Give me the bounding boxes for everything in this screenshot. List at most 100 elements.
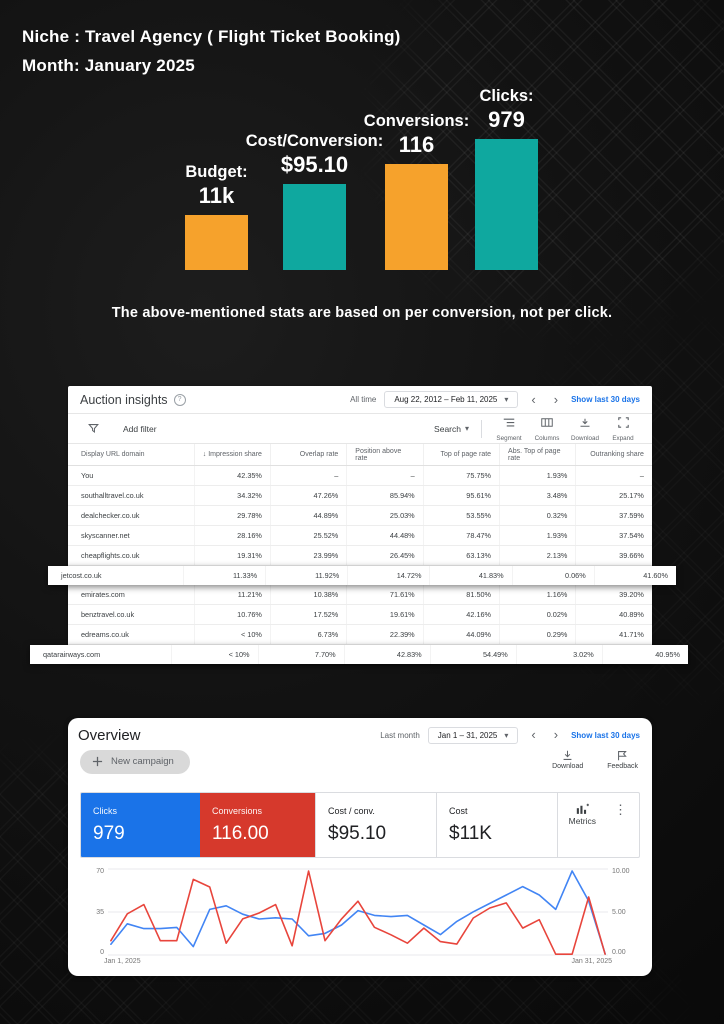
column-header-outranking-share[interactable]: Outranking share [575,444,652,465]
domain-cell: dealchecker.co.uk [81,511,140,520]
domain-cell: emirates.com [81,590,125,599]
value-cell: 75.75% [422,466,499,485]
value-cell: 37.59% [575,506,652,525]
value-cell: 54.49% [429,645,516,664]
help-icon[interactable]: ? [173,393,186,406]
value-cell: 11.33% [183,566,265,585]
y-tick: 35 [96,908,104,916]
metric-card-clicks[interactable]: Clicks 979 [81,793,200,857]
value-cell: 2.13% [499,546,575,565]
columns-button[interactable]: Columns [528,415,566,442]
metrics-button[interactable]: Metrics [569,803,596,826]
bar-label: Conversions: [363,112,470,130]
overview-header: Overview Last month Jan 1 – 31, 2025 ▾ ‹… [68,718,652,748]
metric-label: Conversions [212,805,263,816]
value-cell: 23.99% [269,546,346,565]
tool-label: Segment [496,435,522,442]
chevron-left-icon[interactable]: ‹ [531,727,536,742]
columns-icon [541,415,553,433]
metric-card-conversions[interactable]: Conversions 116.00 [200,793,315,857]
bar-group-clicks: Clicks: 979 [475,86,538,270]
date-range-picker[interactable]: Aug 22, 2012 – Feb 11, 2025 ▾ [384,391,519,408]
download-button[interactable]: Download [552,750,583,770]
bar-group-budget: Budget: 11k [185,162,248,270]
metric-value: 116.00 [212,822,269,844]
chevron-left-icon[interactable]: ‹ [531,391,536,407]
column-header-overlap-rate[interactable]: Overlap rate [269,444,346,465]
chevron-down-icon: ▾ [504,730,509,740]
show-last-30-days-link[interactable]: Show last 30 days [571,730,640,740]
bar-rect [475,139,538,270]
bar-value: 116 [398,132,435,157]
range-preset-label: Last month [380,730,420,740]
tool-label: Expand [612,435,634,442]
bar-label: Cost/Conversion: [245,132,384,150]
download-button[interactable]: Download [566,415,604,442]
column-header-display-url-domain[interactable]: Display URL domain [81,451,145,458]
expand-button[interactable]: Expand [604,415,642,442]
bar-value: 11k [198,183,235,208]
value-cell: – [346,466,422,485]
new-campaign-button[interactable]: New campaign [80,750,190,774]
value-cell: 44.48% [346,526,422,545]
value-cell: 0.06% [511,566,594,585]
domain-cell: southalltravel.co.uk [81,491,144,500]
domain-cell: benztravel.co.uk [81,610,135,619]
value-cell: 78.47% [422,526,499,545]
value-cell: 44.89% [269,506,346,525]
overview-actions: New campaign Download Feedback [68,748,652,788]
bar-rect [385,164,448,270]
table-row-southalltravel-co-uk: southalltravel.co.uk 34.32% 47.26% 85.94% 95… [68,486,652,506]
performance-chart: 70 35 0 10.00 5.00 0.00 [74,868,646,956]
table-row-edreams-co-uk: edreams.co.uk < 10% 6.73% 22.39% 44.09% 0.29%… [68,625,652,645]
value-cell: 0.29% [499,625,575,644]
show-last-30-days-link[interactable]: Show last 30 days [571,395,640,404]
column-header-position-above-rate[interactable]: Position above rate [346,444,422,465]
download-icon [579,415,591,433]
value-cell: 22.39% [346,625,422,644]
chevron-right-icon[interactable]: › [553,391,559,407]
filter-icon[interactable] [88,423,99,434]
overview-panel: Overview Last month Jan 1 – 31, 2025 ▾ ‹… [68,718,652,976]
bar-label: Budget: [185,163,248,181]
niche-title: Niche : Travel Agency ( Flight Ticket Bo… [22,27,401,46]
metric-value: $95.10 [328,822,387,844]
column-header-impression-share[interactable]: ↓ Impression share [193,444,270,465]
value-cell: 0.32% [499,506,575,525]
value-cell: 41.71% [575,625,652,644]
metric-card-cost-conv-[interactable]: Cost / conv. $95.10 [315,793,436,857]
x-axis-labels: Jan 1, 2025 Jan 31, 2025 [104,958,612,965]
value-cell: 3.48% [499,486,575,505]
value-cell: 1.93% [499,526,575,545]
overflow-menu-icon[interactable]: ⋮ [614,802,627,817]
tool-label: Columns [534,435,560,442]
value-cell: 95.61% [422,486,499,505]
value-cell: < 10% [193,625,270,644]
search-button[interactable]: Search [434,423,461,434]
feedback-button[interactable]: Feedback [607,750,638,770]
y-tick: 0 [100,949,104,956]
stats-caption: The above-mentioned stats are based on p… [111,305,613,321]
metric-card-cost[interactable]: Cost $11K [436,793,557,857]
metric-label: Cost / conv. [328,805,375,816]
value-cell: 0.02% [499,605,575,624]
bar-rect [283,184,346,270]
series-line-clicks [111,871,605,954]
value-cell: 42.35% [193,466,270,485]
chevron-right-icon[interactable]: › [553,727,559,742]
date-range-picker[interactable]: Jan 1 – 31, 2025 ▾ [427,726,519,744]
metrics-icon [576,803,589,814]
column-header-top-of-page-rate[interactable]: Top of page rate [422,444,499,465]
value-cell: 37.54% [575,526,652,545]
domain-cell: You [81,471,94,480]
auction-insights-panel: Auction insights ? All time Aug 22, 2012… [30,386,688,664]
cards-filler: Metrics ⋮ [557,793,639,857]
auction-toolbar: Add filter Search ▾ Segment Columns Downlo… [68,414,652,444]
add-filter-button[interactable]: Add filter [123,423,157,434]
value-cell: 19.61% [346,605,422,624]
value-cell: 41.83% [429,566,511,585]
feedback-icon [618,751,627,761]
column-header-abs-top-of-page-rate[interactable]: Abs. Top of page rate [499,444,575,465]
value-cell: 39.66% [575,546,652,565]
segment-button[interactable]: Segment [490,415,528,442]
